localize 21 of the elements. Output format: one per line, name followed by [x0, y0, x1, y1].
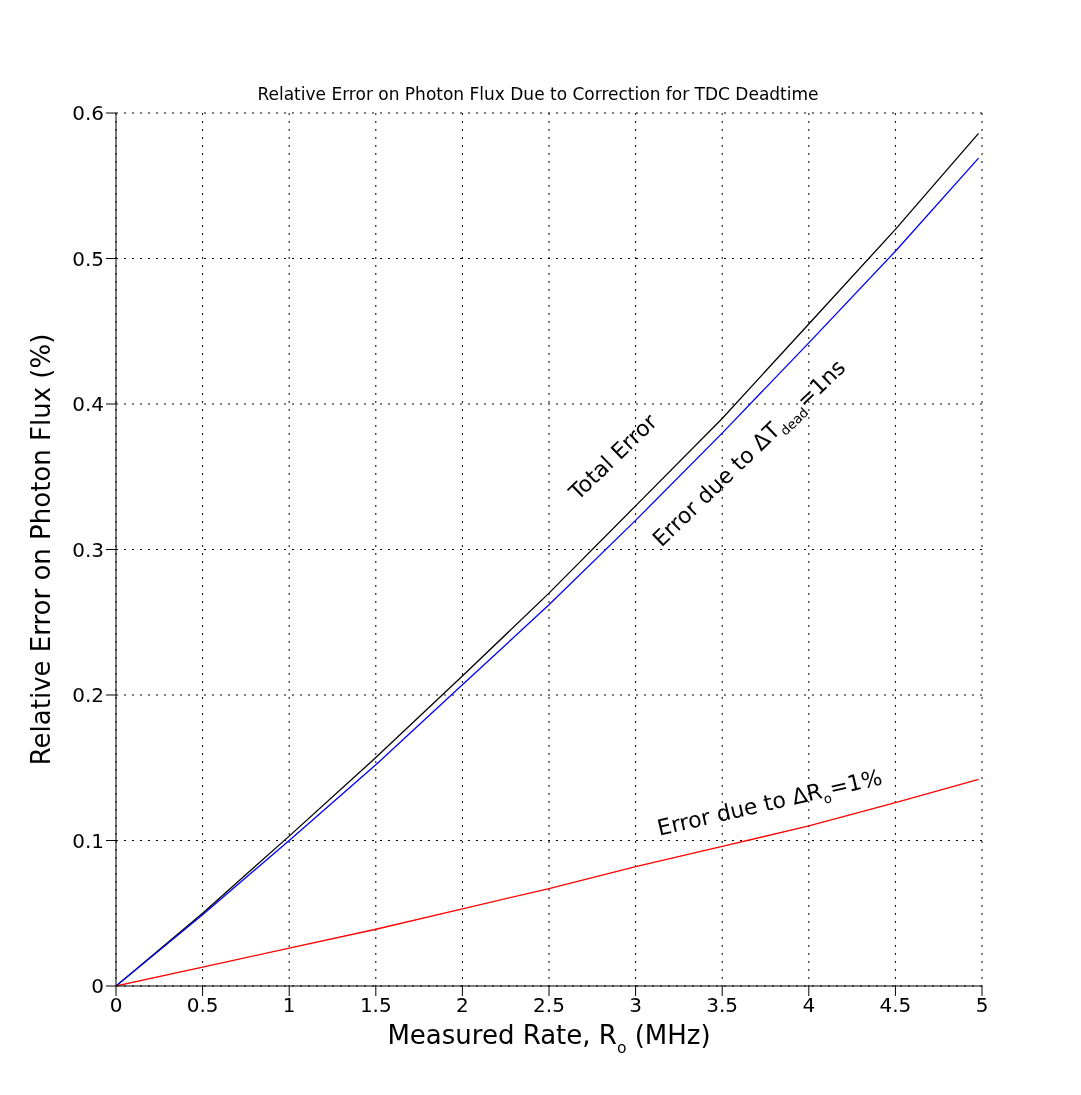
x-tick-label: 4.5: [879, 993, 912, 1018]
x-tick-label: 3: [629, 993, 642, 1018]
y-tick-label: 0.1: [72, 828, 104, 853]
x-tick-label: 5: [975, 993, 989, 1018]
y-tick-label: 0.3: [72, 537, 104, 562]
x-tick-label: 3.5: [706, 993, 739, 1018]
x-tick-label: 0.5: [186, 993, 219, 1018]
x-axis-title: Measured Rate, R$_{o}$ (MHz): [387, 1020, 711, 1057]
x-tick-label: 1.5: [359, 993, 392, 1018]
y-axis-title: Relative Error on Photon Flux (%): [26, 333, 56, 766]
x-tick-label: 0: [109, 993, 123, 1018]
y-tick-label: 0: [91, 974, 104, 999]
y-tick-label: 0.5: [72, 246, 104, 271]
chart-title: Relative Error on Photon Flux Due to Correction for TDC Deadtime: [257, 84, 819, 104]
x-tick-label: 1: [282, 993, 296, 1018]
y-tick-label: 0.6: [72, 101, 104, 126]
x-tick-label: 4: [802, 993, 816, 1018]
y-tick-label: 0.4: [72, 392, 104, 417]
x-tick-label: 2.5: [533, 993, 565, 1018]
x-tick-label: 2: [456, 993, 469, 1018]
y-tick-label: 0.2: [72, 683, 104, 708]
